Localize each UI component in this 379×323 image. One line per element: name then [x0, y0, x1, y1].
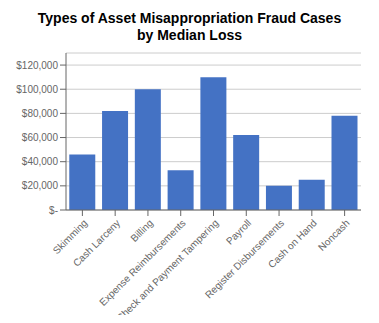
svg-text:Check and Payment Tampering: Check and Payment Tampering: [114, 217, 220, 315]
svg-text:$40,000: $40,000: [22, 156, 59, 167]
html-text:Types of Asset Misappropriatio: Types of Asset Misappropriation Fraud Ca…: [37, 10, 342, 26]
html-text:by Median Loss: by Median Loss: [137, 27, 242, 43]
svg-text:$80,000: $80,000: [22, 108, 59, 119]
svg-text:Noncash: Noncash: [316, 217, 352, 253]
svg-text:$120,000: $120,000: [16, 60, 58, 71]
svg-text:Cash on Hand: Cash on Hand: [266, 217, 319, 270]
svg-text:Expense Reimbursements: Expense Reimbursements: [97, 217, 188, 308]
svg-text:Skimming: Skimming: [50, 217, 90, 257]
svg-text:Cash Larceny: Cash Larceny: [71, 217, 122, 268]
svg-text:$20,000: $20,000: [22, 180, 59, 191]
svg-text:$60,000: $60,000: [22, 132, 59, 143]
svg-text:$100,000: $100,000: [16, 84, 58, 95]
svg-text:Payroll: Payroll: [224, 217, 253, 246]
svg-text:Register Disbursements: Register Disbursements: [202, 217, 287, 301]
svg-text:Billing: Billing: [128, 217, 155, 244]
svg-text:$-: $-: [49, 205, 58, 216]
